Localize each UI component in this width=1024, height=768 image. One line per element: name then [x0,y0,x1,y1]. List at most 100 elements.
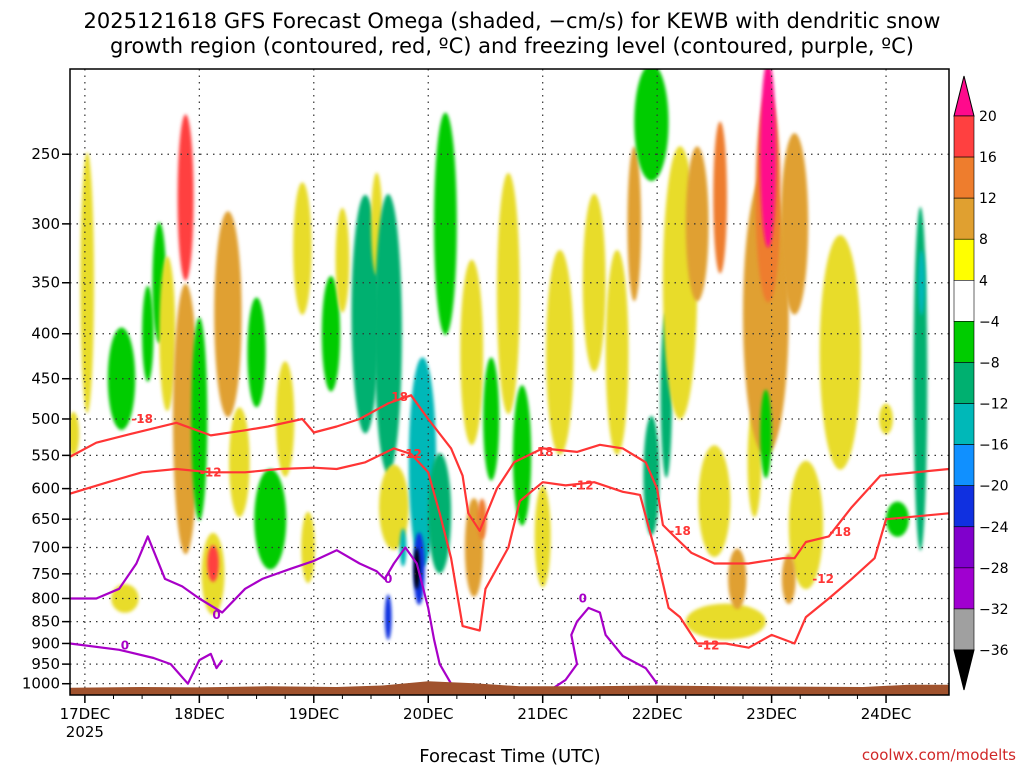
omega-shading [70,69,928,640]
omega-blob [582,193,606,372]
omega-blob [879,403,893,435]
colorbar-label: 16 [979,150,997,166]
contour-label: 0 [579,591,587,605]
colorbar-label: 12 [979,191,997,207]
omega-blob [177,114,194,281]
colorbar-top-triangle [953,75,975,117]
colorbar-label: −24 [979,520,1009,536]
contour-label: -12 [400,447,422,461]
contour-label: -18 [829,525,851,539]
omega-blob [512,385,532,526]
colorbar-label: −32 [979,602,1009,618]
colorbar-segment [953,197,975,240]
terrain [70,681,949,695]
omega-blob [159,256,176,412]
omega-blob [107,327,136,430]
y-tick-label: 900 [31,634,60,652]
colorbar-segment [953,321,975,363]
colorbar-label: −36 [979,643,1009,659]
omega-blob [713,121,727,274]
x-tick-label: 23DEC [746,705,797,723]
colorbar-segment [953,485,975,528]
colorbar-segment [953,156,975,199]
contour-label: -12 [812,572,834,586]
y-tick-label: 650 [31,510,60,528]
omega-blob [433,112,457,336]
contour-label: 0 [212,608,220,622]
omega-blob [534,485,551,588]
contour-label: -12 [572,478,594,492]
contour-label: -12 [698,639,720,653]
omega-blob [698,445,731,557]
credit-text[interactable]: coolwx.com/modelts [862,746,1016,764]
y-tick-label: 1000 [22,675,60,693]
colorbar-label: −8 [979,355,1000,371]
contour-label: -18 [131,412,153,426]
colorbar-label: −12 [979,397,1009,413]
x-axis-label: Forecast Time (UTC) [419,746,600,767]
grid [70,69,949,695]
omega-blob [413,548,420,590]
y-tick-label: 500 [31,410,60,428]
omega-blob [254,468,287,570]
colorbar-segment [953,567,975,610]
chart-title-line1: 2025121618 GFS Forecast Omega (shaded, −… [84,9,941,33]
colorbar-label: −4 [979,314,1000,330]
x-tick-label: 19DEC [288,705,339,723]
omega-blob [301,511,315,584]
omega-blob [546,249,574,455]
dgz-minus12 [70,447,949,649]
x-tick-label: 18DEC [174,705,225,723]
colorbar-label: 20 [979,109,997,125]
colorbar: 20 16 12 8 4 −4 −8 −12 −16 −20 −24 −28 −32 −36 [953,75,1009,691]
colorbar-segment [953,280,975,322]
omega-blob [760,69,777,248]
omega-blob [781,553,796,605]
omega-blob [70,411,80,457]
omega-blob [335,207,350,313]
omega-blob [214,211,242,418]
omega-blob [760,389,772,479]
y-tick-label: 350 [31,274,60,292]
omega-blob [247,297,266,408]
omega-blob [374,194,402,474]
contour-label: 0 [121,639,129,653]
colorbar-segment [953,362,975,404]
plot-frame [69,68,950,696]
omega-blob [229,407,250,518]
omega-blob [634,69,669,181]
omega-blob [483,357,500,481]
colorbar-segment [953,526,975,569]
chart-title-line2: growth region (contoured, red, ºC) and f… [110,34,914,58]
contour-label: -18 [532,445,554,459]
omega-blob [207,545,219,582]
y-tick-label: 300 [31,215,60,233]
y-tick-label: 600 [31,480,60,498]
dgz-minus18 [70,394,949,565]
colorbar-segment [953,238,975,281]
x-tick-label: 17DEC [60,705,111,723]
omega-blob [173,283,199,555]
y-axis: 250 300 350 400 450 500 550 600 650 700 750 800 850 9… [22,145,70,693]
y-tick-label: 550 [31,446,60,464]
y-tick-label: 950 [31,655,60,673]
y-tick-label: 750 [31,565,60,583]
omega-blob [780,133,809,315]
omega-blob [685,146,709,302]
omega-blob [80,152,95,414]
colorbar-label: −16 [979,438,1009,454]
omega-blob [293,182,312,315]
omega-blob [384,594,392,640]
omega-blob [399,528,407,567]
omega-blob [685,603,766,640]
omega-blob [142,285,154,382]
omega-blob [788,460,824,590]
colorbar-label: 4 [979,273,988,289]
omega-blob [111,584,139,613]
colorbar-label: −20 [979,479,1009,495]
terrain-surface [70,681,949,695]
contour-label: 18 [391,390,408,404]
y-tick-label: 400 [31,325,60,343]
colorbar-segment [953,115,975,158]
